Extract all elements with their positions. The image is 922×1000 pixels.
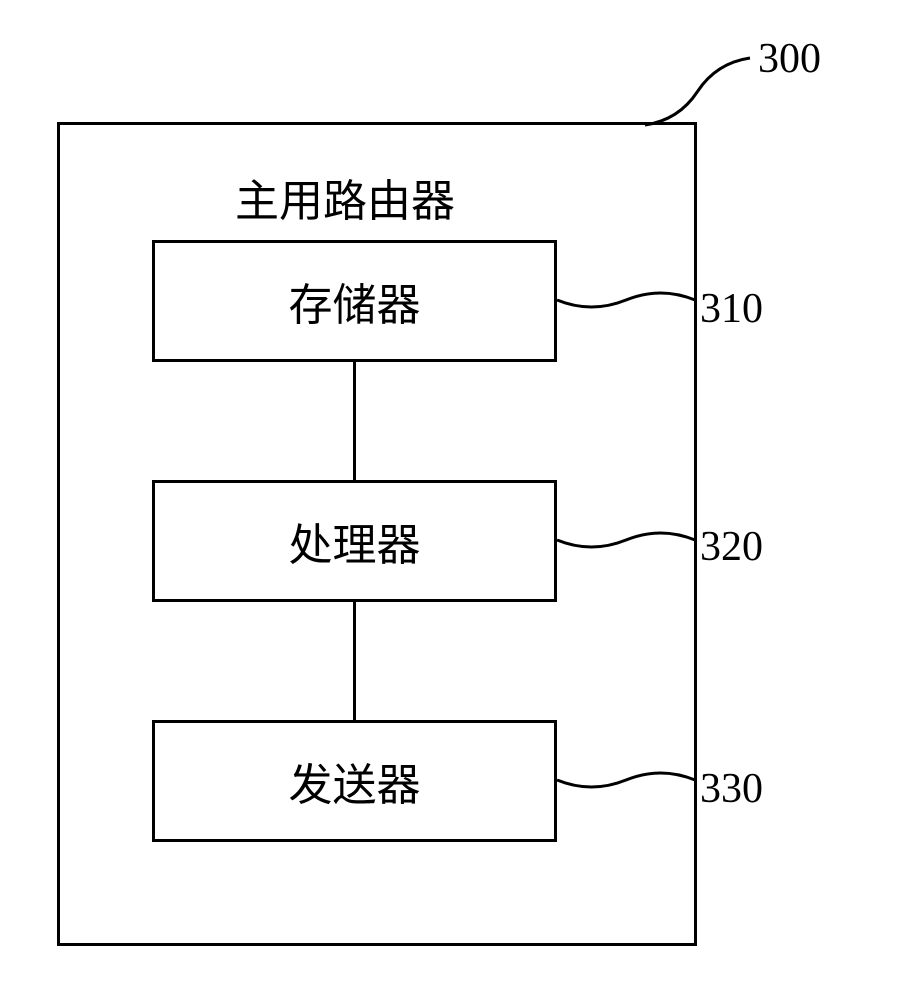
connector-2 (353, 602, 356, 720)
connector-1 (353, 362, 356, 480)
container-title: 主用路由器 (235, 165, 455, 229)
processor-box: 处理器 (152, 480, 557, 602)
processor-label: 处理器 (289, 509, 421, 573)
label-310: 310 (700, 285, 763, 333)
label-320: 320 (700, 523, 763, 571)
label-300: 300 (758, 35, 821, 83)
transmitter-label: 发送器 (289, 749, 421, 813)
storage-box: 存储器 (152, 240, 557, 362)
label-330: 330 (700, 765, 763, 813)
transmitter-box: 发送器 (152, 720, 557, 842)
storage-label: 存储器 (289, 269, 421, 333)
